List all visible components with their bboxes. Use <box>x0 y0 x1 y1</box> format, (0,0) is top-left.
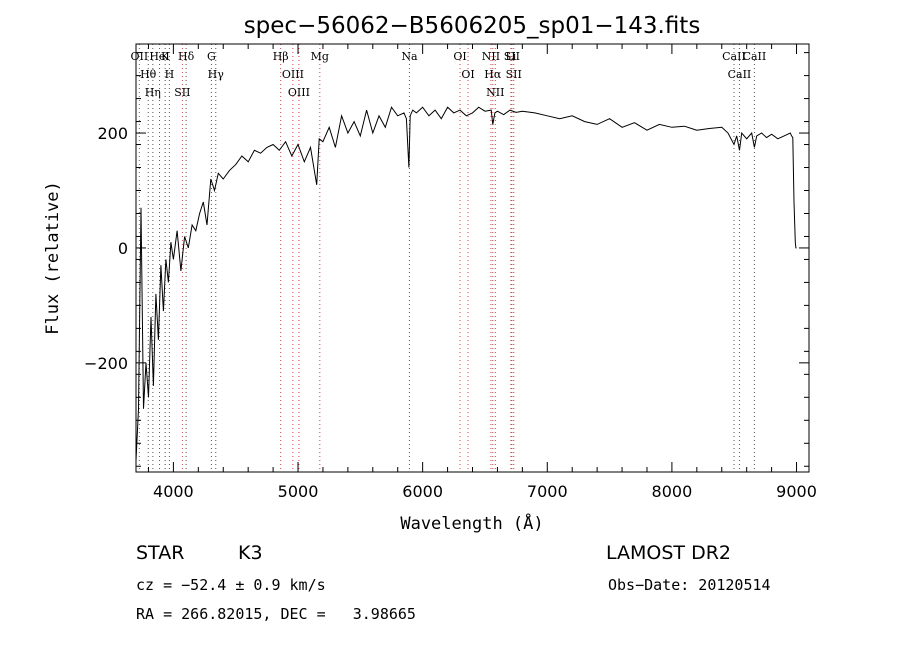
plot-frame <box>135 43 810 473</box>
line-label-18: Hα <box>484 68 502 81</box>
line-label-7: Hδ <box>178 50 195 63</box>
line-label-10: Hβ <box>273 50 289 63</box>
x-axis-ticks: 4000 5000 6000 7000 8000 9000 <box>147 44 817 501</box>
survey-name: LAMOST DR2 <box>606 542 731 564</box>
line-label-25: CaII <box>743 50 767 63</box>
x-tick-label-1: 5000 <box>278 482 319 501</box>
y-tick-label-0: −200 <box>84 354 128 373</box>
observation-date: Obs−Date: 20120514 <box>608 576 771 594</box>
y-axis-ticks: −200 0 200 <box>84 52 809 467</box>
line-label-2: Hη <box>145 86 161 99</box>
redshift-velocity: cz = −52.4 ± 0.9 km/s <box>136 576 326 594</box>
x-tick-label-5: 9000 <box>776 482 817 501</box>
line-label-1: Hθ <box>140 68 157 81</box>
y-tick-label-1: 0 <box>118 239 128 258</box>
line-label-5: H <box>165 68 175 81</box>
x-tick-label-2: 6000 <box>402 482 443 501</box>
spectrum-series <box>135 106 797 461</box>
line-label-13: Mg <box>311 50 329 63</box>
x-tick-label-4: 8000 <box>652 482 693 501</box>
line-label-23: CaII <box>722 50 746 63</box>
line-label-15: OI <box>453 50 466 63</box>
line-label-22: SII <box>506 68 522 81</box>
spectral-subclass: K3 <box>238 542 263 564</box>
line-label-19: NII <box>486 86 504 99</box>
line-label-8: G <box>207 50 216 63</box>
line-label-12: OIII <box>288 86 310 99</box>
x-tick-label-3: 7000 <box>527 482 568 501</box>
line-label-11: OIII <box>282 68 304 81</box>
line-label-3: HeI <box>149 50 169 63</box>
chart-title: spec−56062−B5606205_sp01−143.fits <box>244 13 701 39</box>
line-label-14: Na <box>401 50 418 63</box>
line-label-9: Hγ <box>208 68 225 81</box>
line-label-21: SII <box>504 50 520 63</box>
spectrum-line-0 <box>135 106 797 461</box>
line-label-6: SII <box>174 86 190 99</box>
x-tick-label-0: 4000 <box>153 482 194 501</box>
line-label-24: CaII <box>728 68 752 81</box>
y-axis-label: Flux (relative) <box>43 181 63 335</box>
line-label-16: OI <box>461 68 474 81</box>
y-tick-label-2: 200 <box>97 124 128 143</box>
x-axis-label: Wavelength (Å) <box>400 512 543 534</box>
line-label-4: K <box>161 50 170 63</box>
spectral-class: STAR <box>136 542 184 564</box>
line-label-0: OII <box>131 50 149 63</box>
coordinates: RA = 266.82015, DEC = 3.98665 <box>136 605 416 623</box>
spectral-line-markers <box>138 44 755 472</box>
line-label-17: NII <box>482 50 500 63</box>
line-label-20: Li <box>505 50 516 63</box>
